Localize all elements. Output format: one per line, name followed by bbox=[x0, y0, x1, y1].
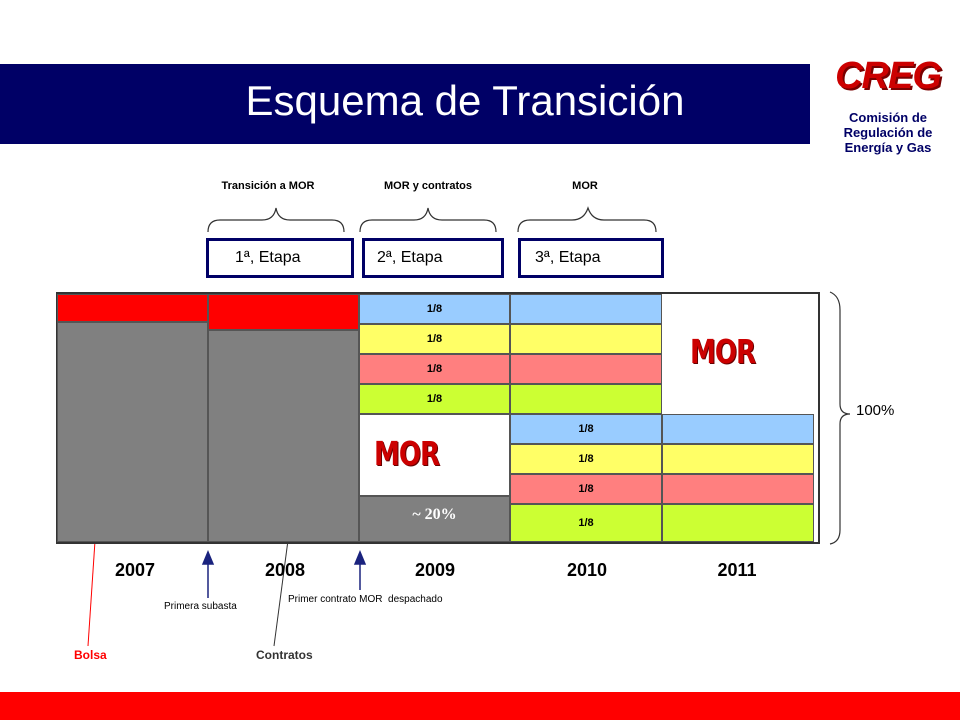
contratos-block-2007 bbox=[57, 322, 208, 542]
fraction-cell-2009-1: 1/8 bbox=[359, 294, 510, 324]
fraction-cell-2010-1: 1/8 bbox=[510, 414, 662, 444]
creg-logo-subtitle: Comisión de Regulación de Energía y Gas bbox=[843, 110, 933, 155]
title-banner bbox=[0, 64, 810, 144]
contratos-block-2008 bbox=[208, 330, 359, 542]
approx-label: ~ 20% bbox=[412, 506, 457, 523]
fraction-cell-2009-3: 1/8 bbox=[359, 354, 510, 384]
block-2010-salmon bbox=[510, 354, 662, 384]
year-label-2008: 2008 bbox=[264, 560, 306, 580]
block-2011-yellow bbox=[662, 444, 814, 474]
phase-label-mor-contratos: MOR y contratos bbox=[383, 180, 472, 192]
fraction-cell-2010-4: 1/8 bbox=[510, 504, 662, 542]
block-2010-yellow bbox=[510, 324, 662, 354]
footer-bar bbox=[0, 692, 960, 720]
fraction-cell-2010-3: 1/8 bbox=[510, 474, 662, 504]
label-contratos: Contratos bbox=[256, 648, 313, 662]
fraction-cell-2009-2: 1/8 bbox=[359, 324, 510, 354]
note-primer-contrato: Primer contrato MOR despachado bbox=[288, 594, 443, 605]
fraction-cell-2009-4: 1/8 bbox=[359, 384, 510, 414]
stage-box-3: 3ª, Etapa bbox=[518, 238, 664, 278]
total-percent-label: 100% bbox=[856, 402, 895, 419]
stage-box-1: 1ª, Etapa bbox=[206, 238, 354, 278]
year-label-2011: 2011 bbox=[717, 560, 757, 580]
fraction-cell-2010-2: 1/8 bbox=[510, 444, 662, 474]
creg-logo-text: CREG bbox=[835, 55, 942, 97]
phase-label-transicion: Transición a MOR bbox=[221, 180, 315, 192]
block-2011-green bbox=[662, 504, 814, 542]
mor-label-2009: MOR bbox=[374, 436, 440, 474]
brace-etapa-3 bbox=[517, 206, 657, 233]
creg-logo bbox=[818, 58, 958, 146]
bolsa-block-2007 bbox=[57, 294, 208, 322]
year-label-2007: 2007 bbox=[114, 560, 156, 580]
brace-etapa-2 bbox=[359, 207, 497, 233]
mor-space-2009 bbox=[359, 414, 510, 496]
mor-label-2011: MOR bbox=[690, 334, 756, 372]
note-primera-subasta: Primera subasta bbox=[164, 601, 237, 612]
label-bolsa: Bolsa bbox=[74, 648, 107, 662]
brace-total bbox=[829, 291, 851, 545]
page-title: Esquema de Transición bbox=[245, 77, 685, 124]
block-2011-salmon bbox=[662, 474, 814, 504]
block-2010-blue bbox=[510, 294, 662, 324]
phase-label-mor: MOR bbox=[572, 180, 598, 192]
arrowhead-primera-subasta bbox=[201, 550, 215, 565]
brace-etapa-1 bbox=[207, 207, 345, 233]
bolsa-block-2008 bbox=[208, 294, 359, 330]
stage-box-2: 2ª, Etapa bbox=[362, 238, 504, 278]
arrowhead-primer-contrato bbox=[353, 550, 367, 565]
block-2011-blue bbox=[662, 414, 814, 444]
year-label-2009: 2009 bbox=[414, 560, 456, 580]
year-label-2010: 2010 bbox=[566, 560, 608, 580]
block-2010-green bbox=[510, 384, 662, 414]
contratos-block-2009 bbox=[359, 496, 510, 542]
